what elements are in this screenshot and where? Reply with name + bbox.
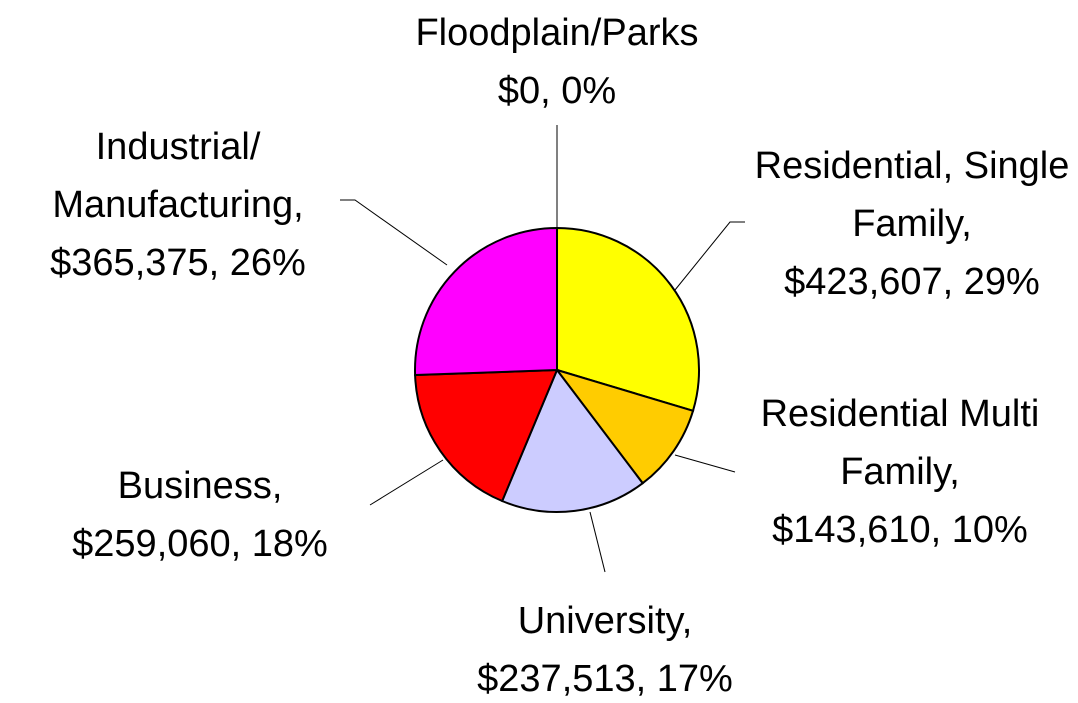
leader-lines bbox=[340, 125, 745, 573]
value-label: $365,375, 26% bbox=[50, 242, 306, 284]
value-label: $259,060, 18% bbox=[72, 523, 328, 565]
category-label: Residential Multi Family, bbox=[760, 393, 1040, 493]
pie-slice bbox=[414, 368, 559, 503]
slice-label: Residential, Single Family, $423,607, 29% bbox=[747, 137, 1077, 311]
leader-line bbox=[369, 459, 444, 506]
leader-line bbox=[340, 199, 448, 266]
category-label: University, bbox=[517, 600, 693, 642]
leader-line bbox=[674, 454, 736, 473]
category-label: Floodplain/Parks bbox=[415, 12, 699, 54]
value-label: $143,610, 10% bbox=[772, 509, 1028, 551]
leader-line bbox=[589, 511, 606, 573]
category-label: Business, bbox=[117, 465, 283, 507]
leader-line bbox=[674, 221, 745, 291]
slice-label: Business, $259,060, 18% bbox=[50, 457, 350, 573]
pie-slice bbox=[556, 226, 700, 413]
value-label: $0, 0% bbox=[497, 70, 617, 112]
slice-label: Floodplain/Parks $0, 0% bbox=[357, 4, 757, 120]
category-label: Residential, Single Family, bbox=[754, 145, 1070, 245]
value-label: $423,607, 29% bbox=[784, 261, 1040, 303]
pie-slice bbox=[554, 368, 695, 485]
slice-label: University, $237,513, 17% bbox=[455, 592, 755, 703]
slice-label: Residential Multi Family, $143,610, 10% bbox=[755, 385, 1045, 559]
value-label: $237,513, 17% bbox=[477, 658, 733, 700]
pie-slice bbox=[500, 368, 645, 513]
category-label: Industrial/ Manufacturing, bbox=[52, 126, 304, 226]
pie-slice bbox=[414, 226, 558, 377]
slice-label: Industrial/ Manufacturing, $365,375, 26% bbox=[13, 118, 343, 292]
